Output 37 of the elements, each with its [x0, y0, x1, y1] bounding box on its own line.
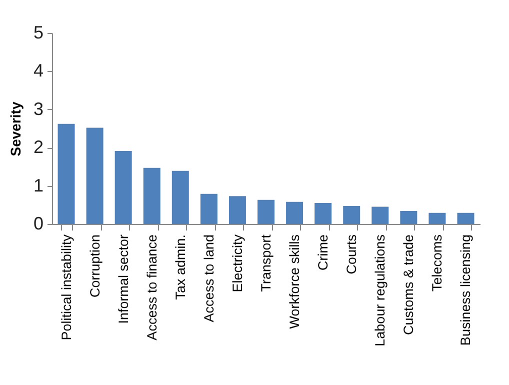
bar — [343, 206, 360, 224]
bar — [143, 168, 160, 224]
x-tick-label: Crime — [316, 234, 331, 270]
x-tick-label: Electricity — [230, 234, 245, 292]
y-tick-label: 4 — [33, 60, 44, 81]
bar — [114, 151, 132, 224]
y-tick-label: 2 — [33, 137, 44, 158]
bar — [200, 194, 218, 224]
y-axis-title: Severity — [7, 102, 24, 156]
x-tick-label: Political instability — [58, 234, 74, 340]
bar — [372, 206, 389, 224]
y-tick-label: 1 — [33, 175, 44, 196]
x-tick-label: Access to land — [201, 234, 216, 322]
x-tick-label: Business licensing — [458, 234, 474, 346]
y-tick-label: 5 — [33, 22, 44, 42]
x-tick-label: Customs & trade — [401, 234, 416, 336]
x-tick-label: Tax admin. — [172, 234, 188, 300]
y-tick-label: 3 — [33, 98, 44, 119]
bar — [428, 212, 446, 224]
bar — [228, 196, 246, 224]
bar — [457, 212, 474, 224]
x-tick-label: Workforce skills — [287, 234, 302, 329]
x-tick-label: Courts — [344, 234, 360, 274]
bar — [172, 170, 189, 224]
bar — [86, 128, 104, 224]
bar — [286, 202, 304, 224]
x-tick-label: Informal sector — [116, 234, 131, 324]
x-tick-label: Access to finance — [144, 234, 160, 340]
x-tick-label: Labour regulations — [372, 234, 388, 346]
bar — [258, 200, 274, 224]
x-tick-label: Transport — [258, 234, 274, 292]
bar — [58, 124, 75, 224]
y-tick-label: 0 — [33, 214, 44, 234]
x-tick-label: Corruption — [87, 234, 102, 298]
bar — [314, 202, 332, 224]
bar — [400, 211, 418, 224]
x-tick-label: Telecoms — [430, 234, 445, 292]
